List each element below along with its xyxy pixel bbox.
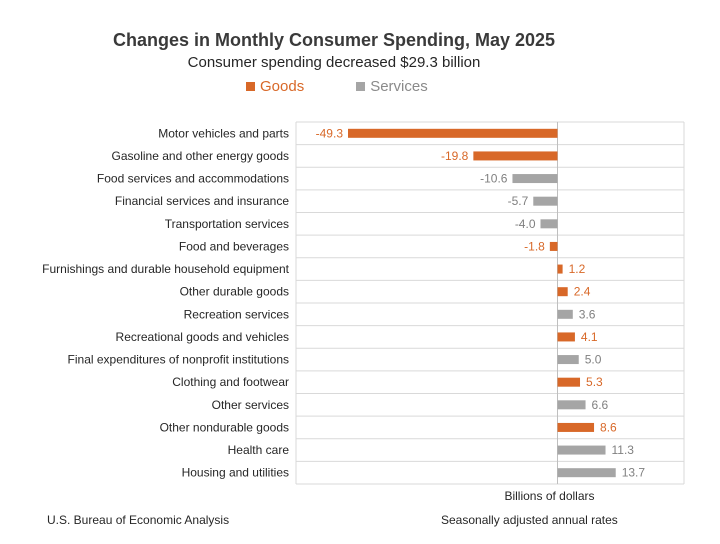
seasonal-note: Seasonally adjusted annual rates bbox=[441, 513, 618, 527]
data-label: -49.3 bbox=[316, 126, 344, 140]
category-label: Other services bbox=[212, 398, 289, 412]
data-label: 4.1 bbox=[581, 330, 598, 344]
category-label: Recreational goods and vehicles bbox=[116, 330, 289, 344]
category-label: Clothing and footwear bbox=[172, 375, 289, 389]
chart-legend: Goods Services bbox=[246, 77, 480, 95]
bar-services bbox=[557, 355, 579, 365]
bar-goods bbox=[348, 128, 558, 138]
bar-services bbox=[557, 468, 616, 478]
data-label: -4.0 bbox=[515, 217, 536, 231]
bar-goods bbox=[557, 264, 563, 274]
chart-subtitle: Consumer spending decreased $29.3 billio… bbox=[187, 54, 481, 71]
category-label: Furnishings and durable household equipm… bbox=[42, 262, 290, 276]
data-label: 6.6 bbox=[592, 398, 609, 412]
category-label: Food services and accommodations bbox=[97, 172, 289, 186]
bar-goods bbox=[473, 151, 558, 161]
data-label: 8.6 bbox=[600, 420, 617, 434]
bar-services bbox=[557, 445, 606, 455]
data-label: -19.8 bbox=[441, 149, 469, 163]
bar-goods bbox=[557, 332, 575, 342]
data-label: 2.4 bbox=[574, 285, 591, 299]
bar-services bbox=[533, 196, 558, 206]
bar-services bbox=[540, 219, 558, 229]
bar-goods bbox=[557, 287, 568, 297]
category-label: Other durable goods bbox=[180, 285, 289, 299]
bar-goods bbox=[557, 422, 595, 432]
legend-swatch-services bbox=[356, 81, 366, 91]
data-label: -1.8 bbox=[524, 239, 545, 253]
data-label: 5.0 bbox=[585, 353, 602, 367]
category-label: Final expenditures of nonprofit institut… bbox=[68, 353, 289, 367]
data-label: 11.3 bbox=[612, 443, 635, 457]
bar-services bbox=[557, 309, 573, 319]
legend-label-goods: Goods bbox=[260, 77, 305, 95]
bar-services bbox=[512, 174, 558, 184]
legend-item-goods: Goods bbox=[246, 78, 304, 95]
bar-services bbox=[557, 400, 586, 410]
data-label: 1.2 bbox=[569, 262, 586, 276]
category-label: Motor vehicles and parts bbox=[158, 126, 289, 140]
category-label: Other nondurable goods bbox=[160, 420, 289, 434]
legend-label-services: Services bbox=[370, 77, 428, 95]
category-label: Recreation services bbox=[184, 307, 289, 321]
data-label: 5.3 bbox=[586, 375, 603, 389]
category-label: Housing and utilities bbox=[182, 466, 289, 480]
category-label: Gasoline and other energy goods bbox=[112, 149, 289, 163]
bar-goods bbox=[549, 241, 558, 251]
category-label: Food and beverages bbox=[179, 239, 289, 253]
data-label: -10.6 bbox=[480, 172, 508, 186]
chart-title: Changes in Monthly Consumer Spending, Ma… bbox=[112, 30, 556, 50]
category-label: Financial services and insurance bbox=[115, 194, 289, 208]
x-axis-title: Billions of dollars bbox=[504, 489, 594, 503]
data-label: -5.7 bbox=[508, 194, 529, 208]
data-label: 3.6 bbox=[579, 307, 596, 321]
category-label: Health care bbox=[228, 443, 290, 457]
category-label: Transportation services bbox=[165, 217, 289, 231]
source-note: U.S. Bureau of Economic Analysis bbox=[47, 513, 230, 527]
bar-goods bbox=[557, 377, 581, 387]
legend-swatch-goods bbox=[246, 81, 255, 91]
data-label: 13.7 bbox=[622, 466, 646, 480]
legend-item-services: Services bbox=[356, 78, 428, 95]
